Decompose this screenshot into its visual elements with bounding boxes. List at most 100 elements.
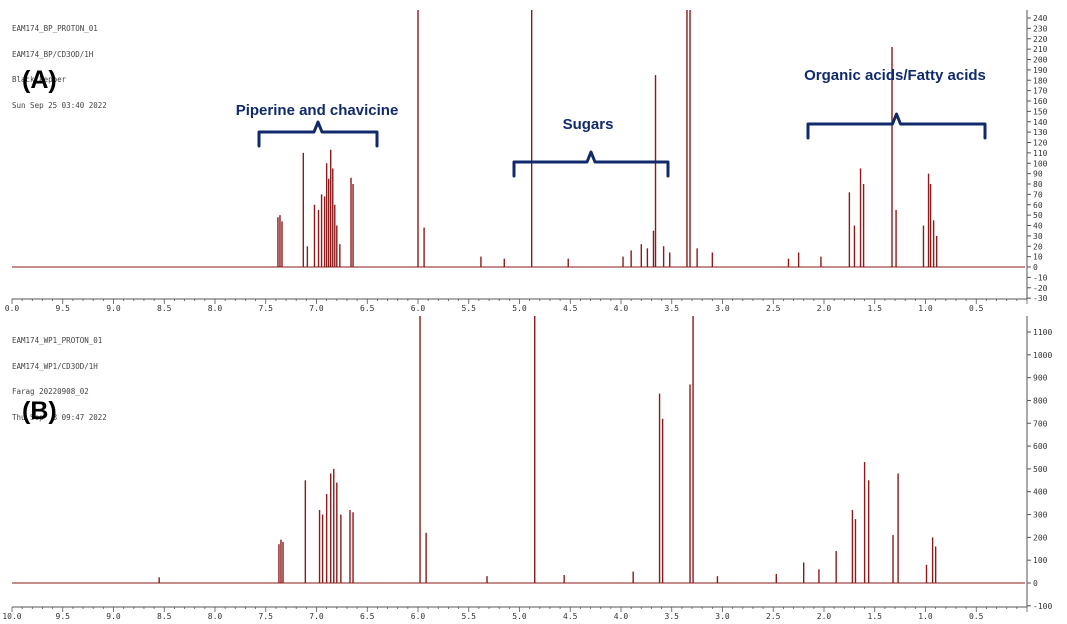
spectrum-peaks (158, 316, 937, 583)
y-tick-label: 160 (1033, 97, 1048, 106)
x-tick-label: 7.0 (309, 304, 324, 312)
x-tick-label: 9.0 (106, 304, 121, 312)
y-tick-label: 200 (1033, 533, 1048, 542)
x-tick-label: 2.5 (766, 304, 781, 312)
y-tick-label: 100 (1033, 556, 1048, 565)
x-tick-label: 0.5 (969, 612, 984, 620)
y-tick-label: 90 (1033, 170, 1043, 179)
y-tick-label: -10 (1033, 273, 1048, 282)
y-tick-label: 240 (1033, 14, 1048, 23)
spectrum-panel-a: -30 -20 -10 0 10 20 30 40 50 60 70 80 90 100 110 120 130… (5, 8, 1048, 322)
x-tick-label: 5.0 (512, 304, 527, 312)
y-tick-label: 20 (1033, 242, 1043, 251)
x-tick-label: 7.5 (259, 612, 274, 620)
y-tick-label: 300 (1033, 511, 1048, 520)
spectrum-a-header: EAM174_BP_PROTON_01 EAM174_BP/CD3OD/1H B… (12, 8, 107, 127)
y-tick-label: 800 (1033, 396, 1048, 405)
header-line: EAM174_WP1/CD3OD/1H (12, 361, 98, 371)
x-tick-label: 5.5 (462, 612, 477, 620)
y-tick-label: 40 (1033, 222, 1043, 231)
x-tick-label: 6.5 (360, 612, 375, 620)
header-line: EAM174_BP_PROTON_01 (12, 24, 98, 33)
y-tick-label: 400 (1033, 488, 1048, 497)
x-tick-label: 0.0 (5, 304, 20, 312)
x-tick-label: 1.5 (868, 304, 883, 312)
x-tick-label: 8.5 (157, 304, 172, 312)
panel-a-label: (A) (22, 66, 57, 94)
y-tick-label: 0 (1033, 263, 1038, 272)
x-tick-label: 4.5 (563, 304, 578, 312)
x-tick-label: 6.0 (411, 304, 426, 312)
header-line: EAM174_WP1_PROTON_01 (12, 336, 103, 345)
x-tick-label: 3.5 (665, 304, 680, 312)
header-line: Black Pepper (12, 75, 67, 84)
y-tick-label: 0 (1033, 579, 1038, 588)
y-tick-label: 200 (1033, 56, 1048, 65)
y-tick-label: 30 (1033, 232, 1043, 241)
y-tick-label: 1000 (1033, 351, 1052, 360)
x-tick-label: 2.0 (817, 612, 832, 620)
y-tick-label: 80 (1033, 180, 1043, 189)
x-tick-label: 4.5 (563, 612, 578, 620)
header-line: Thu Sep 8 09:47 2022 (12, 412, 107, 422)
x-tick-label: 7.0 (309, 612, 324, 620)
y-tick-label: -30 (1033, 294, 1048, 303)
spectrum-b-plot: -100 0 100 200 300 400 500 600 700 800 900 1000 1100… (2, 316, 1052, 624)
header-line: Sun Sep 25 03:40 2022 (12, 100, 107, 110)
x-tick-label: 8.0 (208, 304, 223, 312)
y-tick-label: 1100 (1033, 328, 1052, 337)
y-tick-label: -20 (1033, 284, 1048, 293)
y-tick-label: 150 (1033, 107, 1048, 116)
annotation-bracket (512, 150, 670, 178)
y-tick-label: 180 (1033, 76, 1048, 85)
panel-b-label: (B) (22, 397, 57, 425)
y-tick-label: 700 (1033, 419, 1048, 428)
spectrum-panel-b: -100 0 100 200 300 400 500 600 700 800 900 1000 1100… (0, 312, 1067, 624)
y-tick-label: 230 (1033, 24, 1048, 33)
x-tick-label: 9.5 (56, 304, 71, 312)
header-line: EAM174_BP/CD3OD/1H (12, 49, 94, 59)
x-tick-label: 0.5 (969, 304, 984, 312)
y-tick-label: 60 (1033, 201, 1043, 210)
y-tick-label: 50 (1033, 211, 1043, 220)
x-tick-label: 5.5 (462, 304, 477, 312)
x-tick-label: 6.0 (411, 612, 426, 620)
x-tick-label: 2.5 (766, 612, 781, 620)
y-tick-label: 600 (1033, 442, 1048, 451)
spectrum-peaks (277, 10, 938, 267)
x-tick-label: 4.0 (614, 304, 629, 312)
x-tick-label: 2.0 (817, 304, 832, 312)
y-tick-label: 120 (1033, 139, 1048, 148)
header-line: Farag 20220908_02 (12, 387, 89, 396)
y-tick-label: 130 (1033, 128, 1048, 137)
y-tick-label: 210 (1033, 45, 1048, 54)
annotation-label: Sugars (563, 116, 614, 133)
x-tick-label: 1.5 (868, 612, 883, 620)
spectrum-b-header: EAM174_WP1_PROTON_01 EAM174_WP1/CD3OD/1H… (12, 320, 107, 439)
x-tick-label: 3.5 (665, 612, 680, 620)
y-tick-label: 10 (1033, 253, 1043, 262)
x-tick-label: 1.0 (918, 304, 933, 312)
y-tick-label: 140 (1033, 118, 1048, 127)
x-tick-label: 1.0 (918, 612, 933, 620)
y-tick-label: 100 (1033, 159, 1048, 168)
x-tick-label: 7.5 (259, 304, 274, 312)
x-tick-label: 9.0 (106, 612, 121, 620)
annotation-bracket (257, 120, 379, 148)
y-tick-label: 190 (1033, 66, 1048, 75)
annotation-bracket (806, 112, 987, 140)
x-tick-label: 9.5 (56, 612, 71, 620)
y-tick-label: -100 (1033, 602, 1052, 611)
x-tick-label: 3.0 (715, 612, 730, 620)
y-tick-label: 500 (1033, 465, 1048, 474)
x-tick-label: 8.0 (208, 612, 223, 620)
y-tick-label: 110 (1033, 149, 1048, 158)
x-tick-label: 5.0 (512, 612, 527, 620)
x-tick-label: 8.5 (157, 612, 172, 620)
x-tick-label: 4.0 (614, 612, 629, 620)
y-tick-label: 170 (1033, 87, 1048, 96)
y-tick-label: 220 (1033, 35, 1048, 44)
x-tick-label: 6.5 (360, 304, 375, 312)
